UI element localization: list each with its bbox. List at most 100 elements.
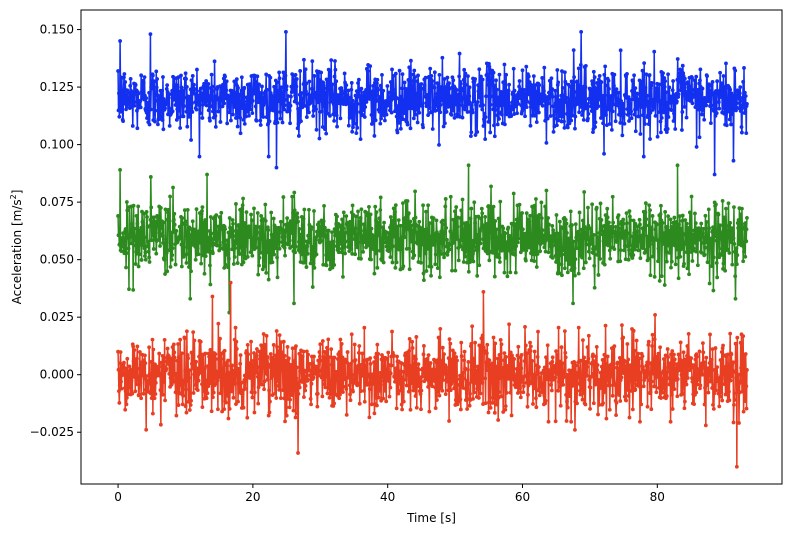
data-point	[433, 95, 438, 100]
data-point	[633, 221, 638, 226]
data-point	[528, 233, 533, 237]
data-point	[188, 113, 193, 118]
data-point	[704, 220, 709, 224]
data-point	[617, 105, 622, 110]
data-point	[607, 86, 611, 91]
data-point	[220, 377, 225, 382]
data-point	[699, 366, 704, 371]
data-point	[472, 390, 477, 395]
data-point	[638, 132, 643, 136]
data-point	[132, 235, 137, 239]
data-point	[706, 390, 711, 395]
data-point	[652, 384, 657, 389]
data-point	[350, 98, 355, 103]
data-point	[532, 259, 537, 264]
data-point	[162, 257, 167, 262]
data-point	[284, 29, 288, 34]
data-point	[288, 121, 292, 126]
data-point	[303, 67, 308, 72]
data-point	[252, 91, 256, 96]
data-point	[185, 379, 190, 383]
data-point	[468, 391, 472, 396]
data-point	[513, 253, 517, 257]
data-point	[378, 370, 383, 375]
data-point	[146, 239, 151, 244]
data-point	[465, 110, 470, 114]
data-point	[277, 70, 282, 75]
data-point	[499, 342, 504, 347]
data-point	[283, 377, 288, 382]
data-point	[321, 355, 326, 360]
data-point	[555, 352, 560, 357]
data-point	[323, 225, 327, 230]
data-point	[432, 379, 437, 383]
data-point	[445, 373, 450, 377]
data-point	[364, 100, 369, 104]
y-tick-label: 0.050	[40, 253, 74, 267]
data-point	[236, 223, 241, 227]
data-point	[225, 393, 230, 398]
data-point	[659, 377, 664, 382]
data-point	[704, 103, 709, 108]
data-point	[576, 229, 581, 234]
data-point	[285, 344, 290, 349]
data-point	[528, 123, 533, 128]
data-point	[675, 394, 680, 399]
data-point	[513, 104, 518, 109]
data-point	[487, 61, 491, 66]
data-point	[448, 194, 453, 199]
data-point	[400, 375, 405, 380]
plot-frame	[80, 9, 783, 485]
data-point	[233, 90, 238, 95]
data-point	[229, 389, 234, 394]
data-point	[116, 367, 121, 372]
data-point	[472, 374, 477, 379]
data-point	[549, 388, 554, 393]
data-point	[718, 358, 723, 362]
data-point	[356, 209, 360, 214]
data-point	[721, 91, 725, 96]
data-point	[378, 121, 383, 126]
data-point	[733, 93, 738, 98]
data-point	[568, 102, 573, 107]
data-point	[586, 205, 590, 210]
data-point	[118, 92, 123, 97]
data-point	[646, 360, 650, 365]
data-point	[218, 391, 223, 396]
data-point	[368, 64, 373, 69]
data-point	[435, 108, 440, 112]
data-point	[552, 235, 557, 240]
data-point	[442, 255, 446, 260]
data-point	[511, 247, 516, 251]
data-point	[373, 251, 378, 256]
data-point	[588, 227, 593, 231]
data-point	[565, 252, 570, 257]
data-point	[272, 84, 277, 89]
data-point	[480, 77, 485, 82]
data-point	[693, 357, 698, 362]
data-point	[722, 111, 727, 116]
data-point	[309, 381, 314, 386]
data-point	[695, 354, 699, 359]
data-point	[349, 361, 353, 366]
data-point	[488, 130, 493, 135]
data-point	[537, 393, 542, 398]
data-point	[507, 322, 511, 327]
data-point	[225, 238, 230, 243]
data-point	[590, 79, 595, 84]
data-point	[557, 107, 561, 112]
data-point	[428, 234, 433, 239]
data-point	[672, 387, 677, 392]
data-point	[358, 224, 363, 229]
data-point	[560, 361, 565, 366]
data-point	[323, 385, 328, 390]
data-point	[229, 226, 233, 231]
data-point	[625, 112, 630, 117]
data-point	[284, 405, 289, 410]
data-point	[425, 93, 430, 97]
data-point	[147, 90, 152, 95]
data-point	[123, 227, 128, 231]
data-point	[701, 108, 705, 112]
data-point	[118, 361, 123, 365]
data-point	[617, 230, 622, 235]
